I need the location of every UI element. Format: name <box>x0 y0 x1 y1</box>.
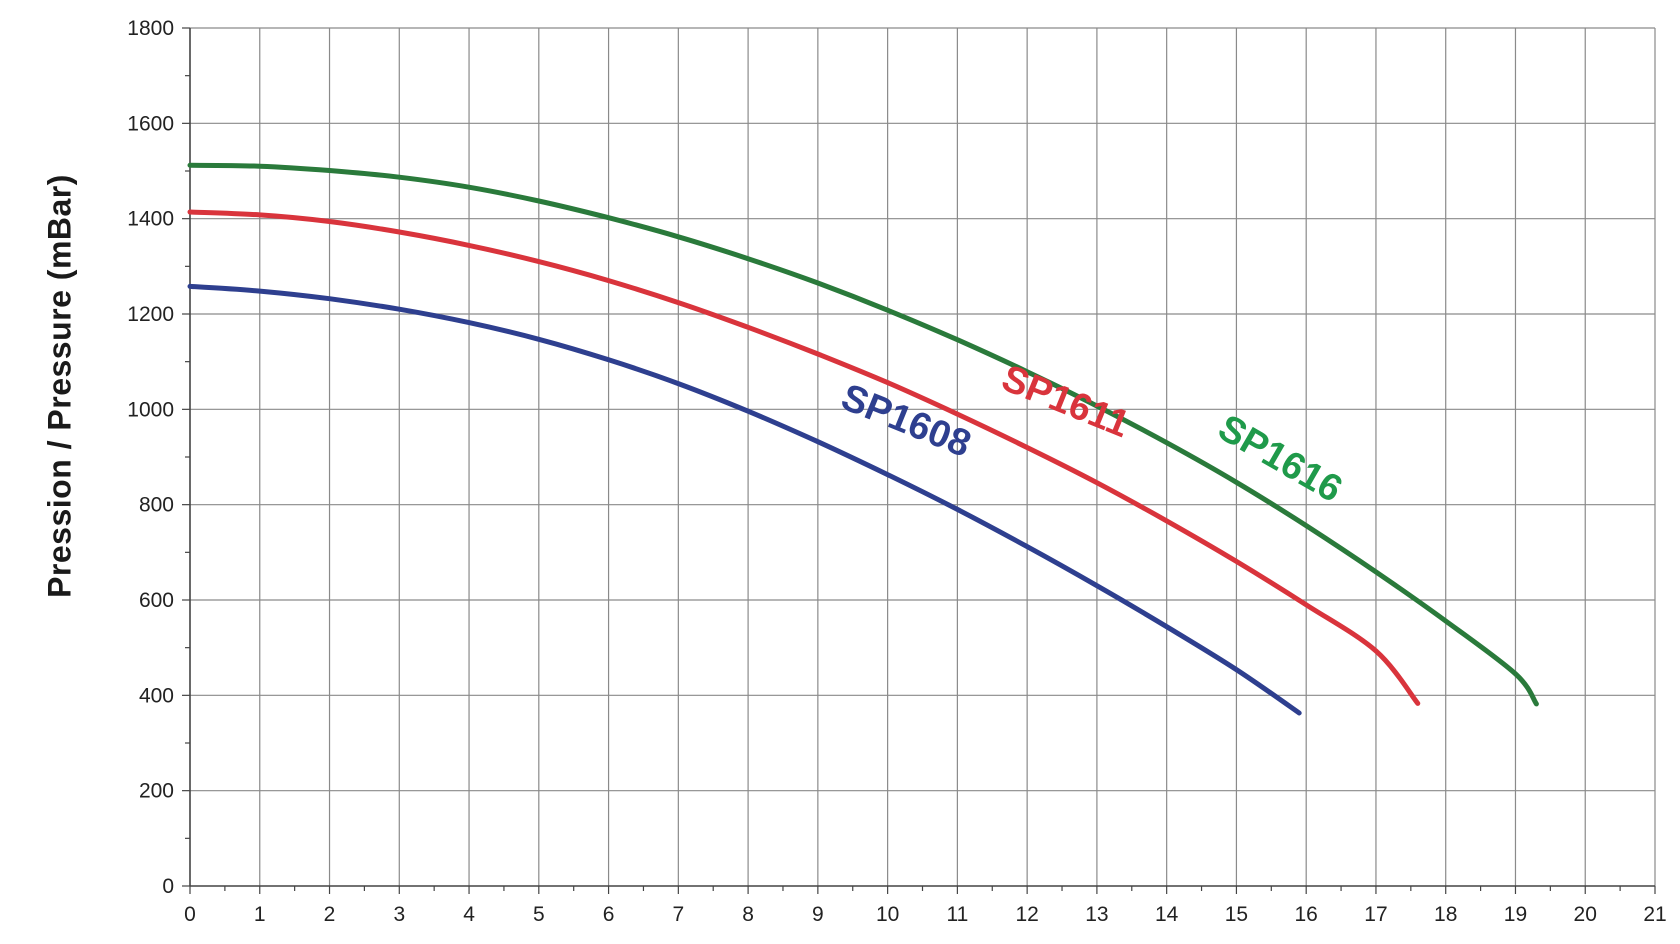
y-axis-ticks: 0 200 400 600 800 1000 1200 1400 1600 1800 <box>127 17 190 898</box>
grid <box>190 27 1656 886</box>
x-tick-label: 7 <box>672 903 684 926</box>
y-tick-label: 400 <box>139 684 174 707</box>
x-axis-ticks: 0 1 2 3 4 5 6 7 8 9 10 11 12 13 14 15 16 17 18 19 20 21 <box>184 886 1667 926</box>
y-tick-label: 1200 <box>127 303 174 326</box>
axes <box>189 28 1655 887</box>
x-tick-label: 5 <box>533 903 545 926</box>
series-lines <box>187 162 1539 716</box>
x-tick-label: 11 <box>946 903 968 926</box>
y-tick-label: 1400 <box>127 208 174 231</box>
x-tick-label: 21 <box>1643 903 1666 926</box>
series-line-sp1611 <box>187 209 1421 706</box>
y-tick-label: 0 <box>162 875 174 898</box>
x-tick-label: 15 <box>1225 903 1248 926</box>
y-tick-label: 1000 <box>127 398 174 421</box>
x-tick-label: 16 <box>1295 903 1318 926</box>
x-tick-label: 1 <box>254 903 266 926</box>
x-tick-label: 18 <box>1434 903 1457 926</box>
x-tick-label: 17 <box>1364 903 1387 926</box>
x-tick-label: 13 <box>1085 903 1108 926</box>
series-label-sp1611: SP1611 <box>996 357 1135 446</box>
y-tick-label: 800 <box>139 494 174 517</box>
x-tick-label: 10 <box>876 903 899 926</box>
y-tick-label: 200 <box>139 780 174 803</box>
y-tick-label: 1600 <box>127 112 174 135</box>
x-tick-label: 20 <box>1574 903 1597 926</box>
x-tick-label: 2 <box>324 903 336 926</box>
x-tick-label: 6 <box>603 903 615 926</box>
x-tick-label: 8 <box>742 903 754 926</box>
series-label-sp1616: SP1616 <box>1211 407 1349 511</box>
x-tick-label: 4 <box>463 903 475 926</box>
x-tick-label: 3 <box>393 903 405 926</box>
y-tick-label: 1800 <box>127 17 174 40</box>
x-tick-label: 19 <box>1504 903 1527 926</box>
series-line-sp1608 <box>187 283 1302 716</box>
y-tick-label: 600 <box>139 589 174 612</box>
x-tick-label: 9 <box>812 903 824 926</box>
series-line-sp1616 <box>187 162 1539 707</box>
x-tick-label: 12 <box>1015 903 1038 926</box>
x-tick-label: 0 <box>184 903 196 926</box>
x-tick-label: 14 <box>1155 903 1179 926</box>
